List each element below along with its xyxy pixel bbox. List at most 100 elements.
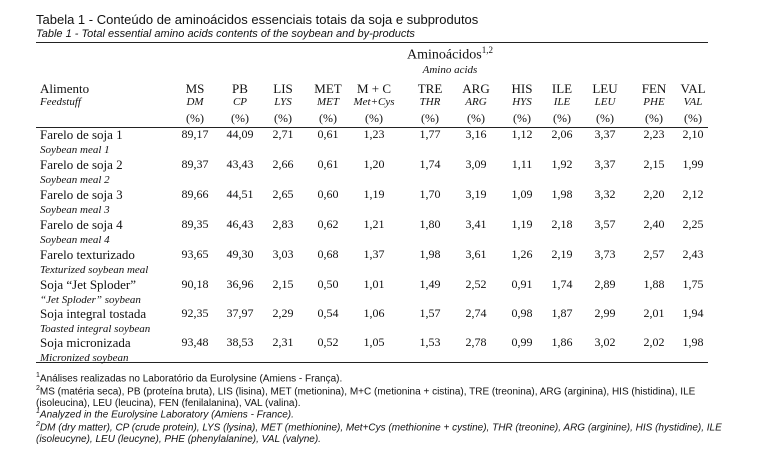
cell-value: 1,70: [419, 187, 441, 201]
group-label: Aminoácidos1,2: [407, 46, 493, 63]
column-header: TRE: [417, 81, 443, 96]
row-name-en: “Jet Sploder” soybean: [40, 294, 141, 306]
column-header-en: MET: [317, 96, 339, 108]
row-name: Farelo de soja 1: [40, 127, 123, 142]
cell-value: 0,68: [317, 247, 339, 261]
row-name-en: Soybean meal 2: [40, 174, 110, 186]
column-unit: (%): [365, 111, 383, 125]
cell-value: 1,53: [419, 335, 441, 349]
footnote-text: MS (matéria seca), PB (proteína bruta), …: [36, 386, 696, 410]
cell-value: 1,99: [682, 157, 704, 171]
cell-value: 1,49: [419, 277, 441, 291]
cell-value: 1,57: [419, 306, 441, 320]
cell-value: 3,37: [594, 127, 616, 141]
footnote-text: DM (dry matter), CP (crude protein), LYS…: [36, 422, 722, 446]
cell-value: 3,32: [594, 187, 616, 201]
footnote-mark: 2: [36, 421, 40, 428]
column-header: Alimento: [40, 81, 90, 96]
cell-value: 44,09: [226, 127, 254, 141]
row-name-en: Texturized soybean meal: [40, 264, 149, 276]
rule-top: [36, 42, 708, 43]
footnote-text: Analyzed in the Eurolysine Laboratory (A…: [39, 409, 294, 421]
cell-value: 0,52: [317, 335, 339, 349]
cell-value: 3,61: [465, 247, 487, 261]
footnote-mark: 1: [36, 408, 40, 415]
cell-value: 2,43: [682, 247, 704, 261]
cell-value: 2,83: [272, 217, 294, 231]
column-header-en: CP: [232, 96, 248, 108]
cell-value: 1,05: [363, 335, 385, 349]
cell-value: 2,15: [272, 277, 294, 291]
row-name: Soja micronizada: [40, 335, 131, 350]
cell-value: 3,16: [465, 127, 487, 141]
cell-value: 0,61: [317, 157, 339, 171]
title: Tabela 1 - Conteúdo de aminoácidos essen…: [36, 12, 479, 27]
cell-value: 2,02: [643, 335, 665, 349]
cell-value: 0,50: [317, 277, 339, 291]
column-header: M + C: [356, 81, 392, 96]
cell-value: 37,97: [226, 306, 254, 320]
cell-value: 0,54: [317, 306, 339, 320]
footnote-text: Análises realizadas no Laboratório da Eu…: [39, 373, 343, 385]
cell-value: 2,57: [643, 247, 665, 261]
column-unit: (%): [684, 111, 702, 125]
column-header-en: PHE: [643, 96, 665, 108]
cell-value: 2,66: [272, 157, 294, 171]
cell-value: 1,11: [511, 157, 533, 171]
cell-value: 2,06: [551, 127, 573, 141]
cell-value: 2,19: [551, 247, 573, 261]
column-header-en: ARG: [465, 96, 487, 108]
column-header: LIS: [273, 81, 293, 96]
column-header: VAL: [680, 81, 706, 96]
cell-value: 36,96: [226, 277, 254, 291]
cell-value: 2,12: [682, 187, 704, 201]
cell-value: 1,88: [643, 277, 665, 291]
cell-value: 3,37: [594, 157, 616, 171]
footnote: 2DM (dry matter), CP (crude protein), LY…: [36, 419, 736, 446]
row-name-en: Micronized soybean: [40, 352, 129, 364]
column-header-en: DM: [186, 96, 204, 108]
cell-value: 1,20: [363, 157, 385, 171]
column-header: ILE: [551, 81, 573, 96]
footnote: 1Analyzed in the Eurolysine Laboratory (…: [36, 406, 736, 421]
cell-value: 2,29: [272, 306, 294, 320]
column-unit: (%): [596, 111, 614, 125]
cell-value: 1,74: [419, 157, 441, 171]
cell-value: 2,25: [682, 217, 704, 231]
footnote-mark: 1: [36, 372, 40, 379]
column-header: LEU: [592, 81, 618, 96]
cell-value: 1,19: [363, 187, 385, 201]
row-name-en: Soybean meal 1: [40, 144, 110, 156]
row-name: Soja integral tostada: [40, 306, 147, 321]
cell-value: 0,99: [511, 335, 533, 349]
cell-value: 2,40: [643, 217, 665, 231]
cell-value: 1,23: [363, 127, 385, 141]
subtitle: Table 1 - Total essential amino acids co…: [36, 28, 415, 40]
cell-value: 2,15: [643, 157, 665, 171]
cell-value: 89,35: [181, 217, 209, 231]
cell-value: 1,74: [551, 277, 573, 291]
rule-bottom: [36, 362, 708, 363]
cell-value: 1,12: [511, 127, 533, 141]
column-header-en: THR: [419, 96, 441, 108]
cell-value: 2,20: [643, 187, 665, 201]
cell-value: 1,77: [419, 127, 441, 141]
cell-value: 3,02: [594, 335, 616, 349]
column-header: FEN: [641, 81, 667, 96]
column-header: HIS: [511, 81, 533, 96]
column-unit: (%): [513, 111, 531, 125]
cell-value: 3,57: [594, 217, 616, 231]
cell-value: 93,65: [181, 247, 209, 261]
column-header: MS: [185, 81, 205, 96]
cell-value: 1,06: [363, 306, 385, 320]
cell-value: 93,48: [181, 335, 209, 349]
cell-value: 2,71: [272, 127, 294, 141]
cell-value: 0,98: [511, 306, 533, 320]
cell-value: 44,51: [226, 187, 254, 201]
cell-value: 1,01: [363, 277, 385, 291]
column-unit: (%): [319, 111, 337, 125]
cell-value: 1,80: [419, 217, 441, 231]
row-name: Farelo de soja 3: [40, 187, 123, 202]
cell-value: 2,23: [643, 127, 665, 141]
